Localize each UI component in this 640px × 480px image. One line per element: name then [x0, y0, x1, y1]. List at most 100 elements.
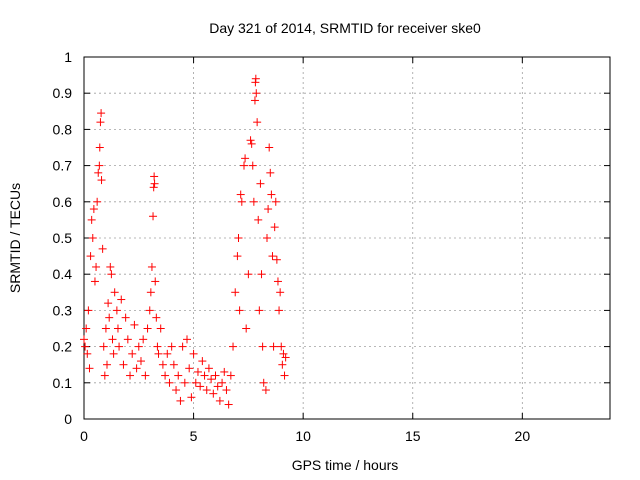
- data-point: [132, 364, 141, 373]
- data-point: [141, 371, 150, 380]
- data-point: [204, 364, 213, 373]
- data-point: [239, 161, 248, 170]
- data-point: [109, 349, 118, 358]
- data-point: [96, 118, 105, 127]
- y-tick-label: 0.3: [53, 302, 73, 318]
- data-point: [134, 342, 143, 351]
- data-point: [193, 367, 202, 376]
- x-tick-label: 15: [405, 428, 421, 444]
- data-point: [189, 349, 198, 358]
- data-point: [244, 270, 253, 279]
- data-point: [172, 386, 181, 395]
- data-point: [258, 342, 267, 351]
- data-point: [143, 324, 152, 333]
- data-point: [213, 382, 222, 391]
- data-point: [267, 190, 276, 199]
- y-tick-label: 0.7: [53, 158, 73, 174]
- data-point: [242, 324, 251, 333]
- data-point: [86, 252, 95, 261]
- data-point: [220, 367, 229, 376]
- data-point: [254, 215, 263, 224]
- data-point: [234, 234, 243, 242]
- data-point: [253, 118, 262, 127]
- data-point: [257, 270, 266, 279]
- data-point: [237, 197, 246, 206]
- data-point: [150, 179, 159, 188]
- data-point: [250, 96, 259, 105]
- data-point: [167, 342, 176, 351]
- data-point: [277, 342, 286, 351]
- data-point: [94, 168, 103, 177]
- data-point: [123, 335, 132, 344]
- data-points: [80, 74, 290, 409]
- data-point: [113, 324, 122, 333]
- data-point: [174, 371, 183, 380]
- data-point: [95, 161, 104, 170]
- data-point: [275, 306, 284, 315]
- data-point: [281, 353, 290, 362]
- chart-grid: [84, 57, 610, 419]
- data-point: [271, 197, 280, 206]
- data-point: [251, 74, 260, 83]
- data-point: [165, 378, 174, 387]
- data-point: [110, 288, 119, 297]
- data-point: [99, 342, 108, 351]
- data-point: [187, 393, 196, 402]
- data-point: [270, 223, 279, 232]
- data-point: [95, 143, 104, 152]
- data-point: [128, 349, 137, 358]
- data-point: [105, 313, 114, 322]
- data-point: [97, 176, 106, 185]
- data-point: [198, 357, 207, 366]
- y-tick-label: 0: [64, 411, 72, 427]
- data-point: [93, 197, 102, 206]
- chart-title: Day 321 of 2014, SRMTID for receiver ske…: [209, 20, 481, 36]
- y-tick-label: 0.2: [53, 339, 73, 355]
- data-point: [108, 335, 117, 344]
- data-point: [235, 306, 244, 315]
- y-axis-label: SRMTID / TECUs: [7, 183, 23, 293]
- data-point: [152, 313, 161, 322]
- data-point: [178, 342, 187, 351]
- data-point: [84, 306, 93, 315]
- data-point: [100, 371, 109, 380]
- data-point: [82, 324, 91, 333]
- y-tick-label: 1: [64, 49, 72, 65]
- data-point: [139, 335, 148, 344]
- data-point: [163, 349, 172, 358]
- data-point: [136, 357, 145, 366]
- data-point: [87, 215, 96, 224]
- data-point: [154, 349, 163, 358]
- data-point: [180, 378, 189, 387]
- data-point: [247, 139, 256, 148]
- data-point: [272, 255, 281, 264]
- data-point: [156, 324, 165, 333]
- data-point: [246, 136, 255, 145]
- data-point: [249, 197, 258, 206]
- x-tick-label: 20: [515, 428, 531, 444]
- data-point: [115, 342, 124, 351]
- axis-ticks: 0 5 10 15 20 0 0.1 0.2 0.3 0.4 0.5 0.6 0.7 0.8 0.9 1: [53, 49, 610, 444]
- data-point: [191, 378, 200, 387]
- data-point: [261, 386, 270, 395]
- data-point: [215, 396, 224, 405]
- data-point: [176, 396, 185, 405]
- data-point: [280, 371, 289, 380]
- data-point: [252, 89, 261, 98]
- data-point: [147, 262, 156, 271]
- data-point: [266, 168, 275, 177]
- data-point: [88, 234, 97, 242]
- data-point: [183, 335, 192, 344]
- data-point: [106, 262, 115, 271]
- data-point: [226, 371, 235, 380]
- data-point: [130, 320, 139, 329]
- data-point: [153, 342, 162, 351]
- x-tick-label: 5: [190, 428, 198, 444]
- data-point: [80, 335, 88, 344]
- data-point: [279, 349, 288, 358]
- data-point: [200, 371, 209, 380]
- data-point: [97, 109, 106, 118]
- data-point: [101, 324, 110, 333]
- data-point: [83, 349, 92, 358]
